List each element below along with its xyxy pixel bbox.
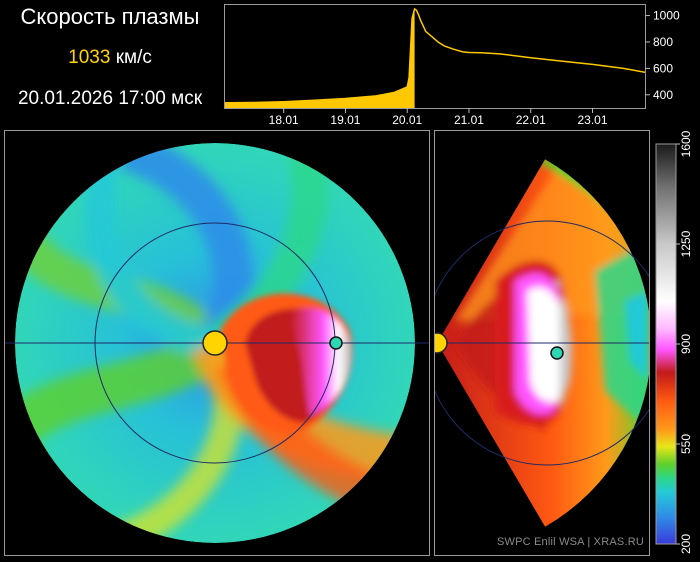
- colorbar-gradient: [655, 143, 677, 545]
- ecliptic-map-svg: [5, 143, 429, 543]
- speed-unit: км/с: [115, 47, 152, 68]
- earth-orbit-arc: [435, 220, 548, 466]
- speed-line: [225, 7, 645, 104]
- colorbar-tick-label: 200: [679, 534, 693, 554]
- speed-timeseries-panel: [224, 4, 646, 109]
- credit-text: SWPC Enlil WSA | XRAS.RU: [496, 536, 644, 548]
- current-speed: 1033 км/с: [0, 47, 220, 69]
- speed-timeseries-chart: [225, 7, 645, 108]
- x-tick-label: 22.01: [516, 113, 546, 127]
- colorbar-tick-label: 1600: [679, 130, 693, 157]
- meridional-plane-map: [434, 130, 650, 556]
- page-title: Скорость плазмы: [20, 4, 200, 29]
- colorbar-tick-label: 900: [679, 334, 693, 354]
- cme-front: [220, 293, 353, 434]
- meridional-map-svg: [435, 158, 649, 528]
- speed-timeseries-axes: 18.01 19.01 20.01 21.01 22.01 23.01 400 600 800 1…: [269, 9, 680, 127]
- x-tick-label: 18.01: [269, 113, 299, 127]
- x-tick-label: 20.01: [392, 113, 422, 127]
- speed-area: [225, 9, 415, 108]
- y-tick-label: 800: [653, 35, 673, 49]
- y-tick-label: 400: [653, 88, 673, 102]
- sun-icon-meridional: [435, 332, 448, 354]
- speed-colorbar: 200 550 900 1250 1600: [655, 130, 693, 554]
- earth-icon-meridional: [550, 346, 564, 360]
- y-tick-label: 1000: [653, 9, 680, 23]
- timestamp: 20.01.2026 17:00 мск: [17, 88, 203, 109]
- y-tick-label: 600: [653, 61, 673, 75]
- sun-icon: [202, 330, 228, 356]
- x-tick-label: 23.01: [577, 113, 607, 127]
- earth-icon: [329, 336, 343, 350]
- ecliptic-plane-map: [4, 130, 430, 556]
- x-tick-label: 19.01: [330, 113, 360, 127]
- x-tick-label: 21.01: [454, 113, 484, 127]
- speed-value: 1033: [68, 47, 111, 68]
- colorbar-tick-label: 1250: [679, 230, 693, 257]
- colorbar-tick-label: 550: [679, 434, 693, 454]
